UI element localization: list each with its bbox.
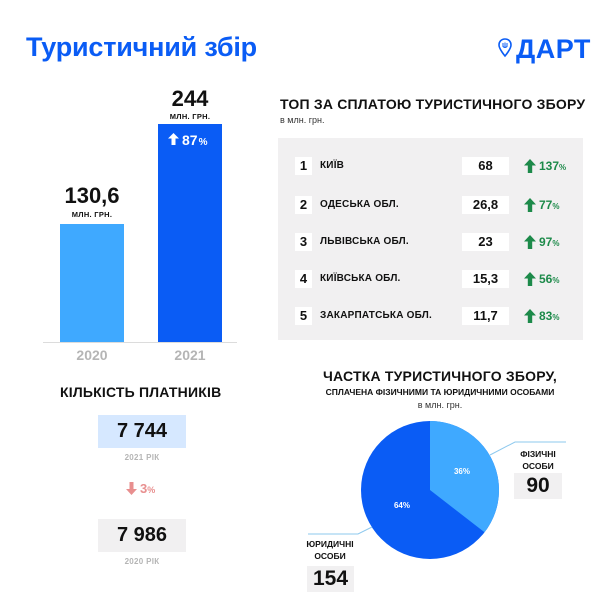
legend-label-line: ОСОБИ <box>522 461 554 471</box>
payers-change: 3 % <box>126 481 155 496</box>
growth-value: 97 <box>539 235 553 249</box>
share-pie-chart: 36% 64% <box>308 421 566 559</box>
share-unit: в млн. грн. <box>417 400 463 410</box>
bar-value-2020: 130,6 <box>64 183 120 208</box>
payers-change-suffix: % <box>147 485 156 495</box>
bar-unit-2021: МЛН. ГРН. <box>169 112 211 121</box>
growth-value: 77 <box>539 198 553 212</box>
growth-suffix: % <box>552 312 560 322</box>
legend-legal-value: 154 <box>307 566 354 592</box>
legend-individuals-value: 90 <box>514 473 562 499</box>
bar-value-2021: 244 <box>171 86 209 111</box>
amount: 11,7 <box>462 307 509 325</box>
growth-suffix: % <box>552 201 560 211</box>
growth: 137% <box>524 157 566 175</box>
growth-value: 137 <box>539 159 560 173</box>
amount: 15,3 <box>462 270 509 288</box>
top-table-subtitle: в млн. грн. <box>280 115 325 125</box>
bar-unit-2020: МЛН. ГРН. <box>71 210 113 219</box>
legend-label-line: ОСОБИ <box>314 551 346 561</box>
amount: 26,8 <box>462 196 509 214</box>
growth: 97% <box>524 233 559 251</box>
arrow-up-icon <box>524 309 536 323</box>
arrow-down-icon <box>126 482 137 495</box>
growth-suffix: % <box>559 162 567 172</box>
leader-line-legal <box>308 526 373 535</box>
growth: 83% <box>524 307 559 325</box>
region-name: ЛЬВІВСЬКА ОБЛ. <box>320 236 409 247</box>
x-label-2021: 2021 <box>174 347 206 363</box>
top-table-title: ТОП ЗА СПЛАТОЮ ТУРИСТИЧНОГО ЗБОРУ <box>280 96 586 112</box>
rank: 5 <box>295 307 312 325</box>
region-name: ЗАКАРПАТСЬКА ОБЛ. <box>320 310 432 321</box>
legend-label-line: ФІЗИЧНІ <box>520 449 556 459</box>
table-row: 5 ЗАКАРПАТСЬКА ОБЛ. 11,7 83% <box>278 307 583 327</box>
pie-slice-individuals <box>430 421 499 533</box>
arrow-up-icon <box>524 198 536 212</box>
leader-line-individuals <box>489 441 566 456</box>
rank: 4 <box>295 270 312 288</box>
growth: 77% <box>524 196 559 214</box>
pie-pct-individuals: 36% <box>454 467 470 476</box>
arrow-up-icon <box>168 133 179 145</box>
table-row: 3 ЛЬВІВСЬКА ОБЛ. 23 97% <box>278 233 583 253</box>
page-title: Туристичний збір <box>26 32 257 62</box>
bar-growth-value: 87 <box>182 132 198 148</box>
x-label-2020: 2020 <box>76 347 108 363</box>
bar-growth-badge: 87 % <box>168 132 207 148</box>
growth-value: 56 <box>539 272 553 286</box>
growth-suffix: % <box>552 238 560 248</box>
map-pin-trident-icon <box>498 37 512 57</box>
table-row: 2 ОДЕСЬКА ОБЛ. 26,8 77% <box>278 196 583 216</box>
amount: 68 <box>462 157 509 175</box>
region-name: КИЇВСЬКА ОБЛ. <box>320 273 401 284</box>
payers-caption-2020: 2020 РІК <box>124 557 160 566</box>
chart-baseline <box>43 342 237 343</box>
region-name: КИЇВ <box>320 160 345 171</box>
rank: 2 <box>295 196 312 214</box>
top-regions-table: 1 КИЇВ 68 137% 2 ОДЕСЬКА ОБЛ. 26,8 77% 3… <box>278 138 583 340</box>
growth: 56% <box>524 270 559 288</box>
pie-pct-legal: 64% <box>394 501 410 510</box>
region-name: ОДЕСЬКА ОБЛ. <box>320 199 399 210</box>
legend-label-line: ЮРИДИЧНІ <box>306 539 354 549</box>
rank: 1 <box>295 157 312 175</box>
arrow-up-icon <box>524 272 536 286</box>
bar-growth-suffix: % <box>198 137 208 148</box>
table-row: 1 КИЇВ 68 137% <box>278 157 583 177</box>
share-title: ЧАСТКА ТУРИСТИЧНОГО ЗБОРУ, <box>323 368 557 384</box>
logo-text: ДАРТ <box>516 34 591 64</box>
share-subtitle: СПЛАЧЕНА ФІЗИЧНИМИ ТА ЮРИДИЧНИМИ ОСОБАМИ <box>325 387 555 397</box>
amount: 23 <box>462 233 509 251</box>
payers-count-2020: 7 986 <box>98 519 186 552</box>
dart-logo: ДАРТ <box>498 30 591 65</box>
payers-caption-2021: 2021 РІК <box>124 453 160 462</box>
growth-value: 83 <box>539 309 553 323</box>
bar-2021 <box>158 124 222 342</box>
legend-individuals-label: ФІЗИЧНІ ОСОБИ <box>512 448 564 472</box>
arrow-up-icon <box>524 235 536 249</box>
arrow-up-icon <box>524 159 536 173</box>
rank: 3 <box>295 233 312 251</box>
bar-2020 <box>60 224 124 342</box>
payers-count-2021: 7 744 <box>98 415 186 448</box>
legend-legal-label: ЮРИДИЧНІ ОСОБИ <box>300 538 360 562</box>
payers-title: КІЛЬКІСТЬ ПЛАТНИКІВ <box>60 384 222 400</box>
table-row: 4 КИЇВСЬКА ОБЛ. 15,3 56% <box>278 270 583 290</box>
growth-suffix: % <box>552 275 560 285</box>
payers-change-value: 3 <box>140 481 148 496</box>
